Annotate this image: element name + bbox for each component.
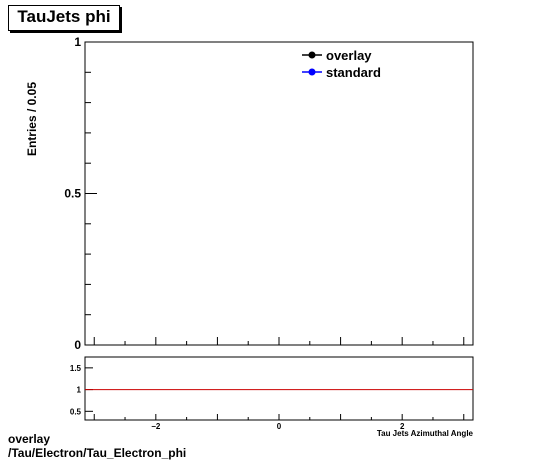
ratio-plot-border — [84, 356, 474, 421]
legend-swatch-marker — [308, 68, 316, 76]
y-axis-title: Entries / 0.05 — [25, 82, 39, 156]
footer-path: /Tau/Electron/Tau_Electron_phi — [8, 446, 187, 460]
main-plot-frame: 0 0.5 1 Entries / 0.05 — [25, 35, 474, 352]
y-tick-label: 0.5 — [64, 187, 81, 201]
y-tick-label: 1 — [74, 35, 81, 49]
legend: overlay standard — [302, 48, 381, 80]
chart-title: TauJets phi — [17, 7, 111, 26]
y-tick-label: 0 — [74, 338, 81, 352]
main-plot-border — [84, 41, 474, 346]
ratio-x-tick-label: 0 — [277, 422, 282, 431]
ratio-x-tick-label: −2 — [151, 422, 161, 431]
ratio-y-tick-label: 1.5 — [70, 364, 82, 373]
chart-title-box: TauJets phi — [8, 5, 120, 31]
legend-label: overlay — [326, 48, 372, 63]
ratio-x-tick-label: 2 — [400, 422, 405, 431]
legend-label: standard — [326, 65, 381, 80]
ratio-y-tick-label: 1 — [77, 386, 82, 395]
footer-label: overlay — [8, 432, 51, 446]
x-axis-title: Tau Jets Azimuthal Angle — [377, 429, 474, 438]
ratio-y-tick-label: 0.5 — [70, 407, 82, 416]
legend-swatch-marker — [308, 51, 316, 59]
